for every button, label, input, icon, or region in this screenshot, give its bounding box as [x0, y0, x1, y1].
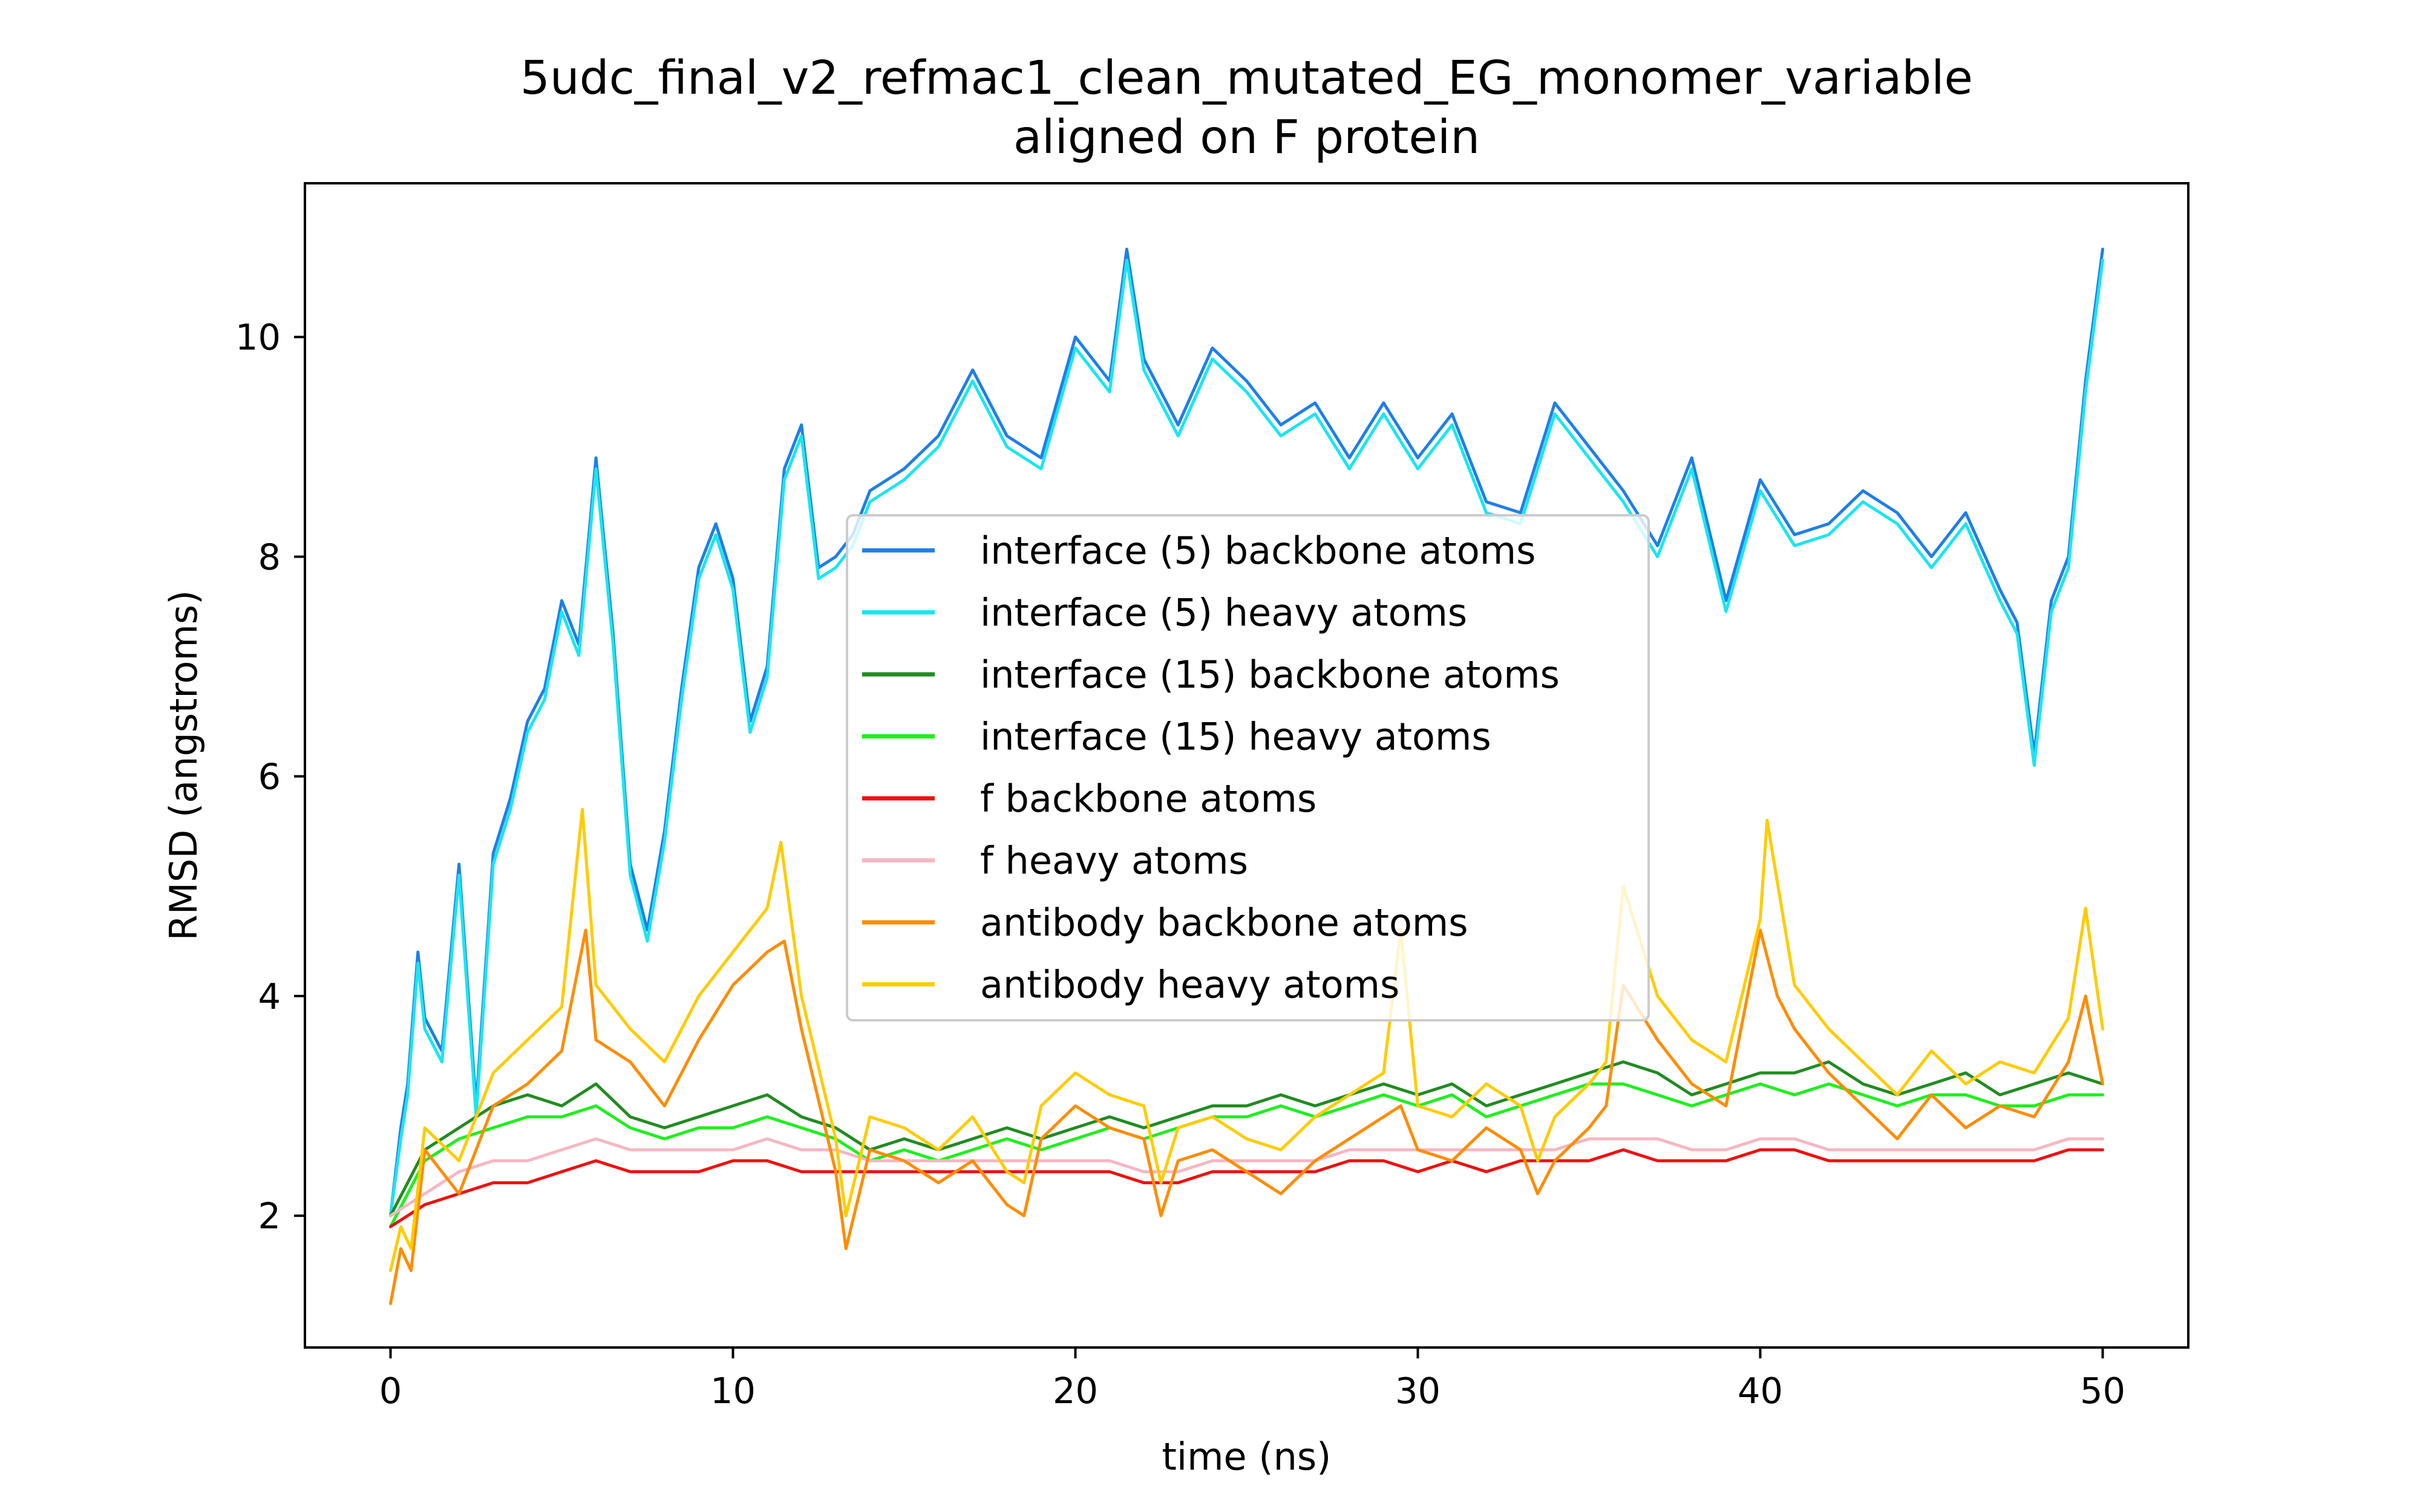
series-line-7 [389, 928, 2104, 1305]
chart-title: 5udc_final_v2_refmac1_clean_mutated_EG_m… [520, 51, 1973, 165]
x-tick-label: 10 [710, 1370, 756, 1412]
y-tick-label: 8 [258, 536, 281, 578]
series-line-1 [389, 247, 2104, 1217]
legend-label-1: interface (5) backbone atoms [980, 529, 1535, 573]
y-tick-label: 2 [258, 1195, 281, 1237]
legend-label-4: interface (15) heavy atoms [980, 715, 1491, 759]
x-tick-label: 20 [1053, 1370, 1098, 1412]
legend-label-7: antibody backbone atoms [980, 901, 1468, 945]
chart-title-line-2: aligned on F protein [1013, 111, 1480, 165]
legend-label-3: interface (15) backbone atoms [980, 653, 1560, 697]
y-tick-label: 10 [235, 316, 281, 358]
x-tick-label: 0 [379, 1370, 402, 1412]
legend-label-2: interface (5) heavy atoms [980, 591, 1467, 635]
series-line-5 [389, 1148, 2104, 1228]
series-line-6 [389, 1137, 2104, 1217]
y-tick-label: 6 [258, 756, 281, 798]
x-axis-ticks: 0 10 20 30 40 50 [379, 1347, 2125, 1412]
legend: interface (5) backbone atoms interface (5… [846, 514, 1650, 1022]
y-tick-label: 4 [258, 976, 281, 1017]
legend-box [846, 514, 1650, 1022]
legend-label-5: f backbone atoms [980, 777, 1316, 821]
x-tick-label: 40 [1738, 1370, 1783, 1412]
x-tick-label: 30 [1395, 1370, 1441, 1412]
series-line-2 [389, 258, 2104, 1217]
series-line-8 [389, 807, 2104, 1272]
y-axis-ticks: 2 4 6 8 10 [235, 316, 305, 1237]
y-axis-label: RMSD (angstroms) [162, 590, 206, 941]
legend-label-8: antibody heavy atoms [980, 963, 1399, 1007]
series-lines [389, 247, 2104, 1305]
x-tick-label: 50 [2080, 1370, 2125, 1412]
x-axis-label: time (ns) [1162, 1435, 1332, 1479]
plot-frame [304, 182, 2189, 1349]
series-line-3 [389, 1060, 2104, 1217]
chart-title-line-1: 5udc_final_v2_refmac1_clean_mutated_EG_m… [520, 51, 1973, 105]
series-line-4 [389, 1082, 2104, 1228]
legend-label-6: f heavy atoms [980, 839, 1248, 883]
